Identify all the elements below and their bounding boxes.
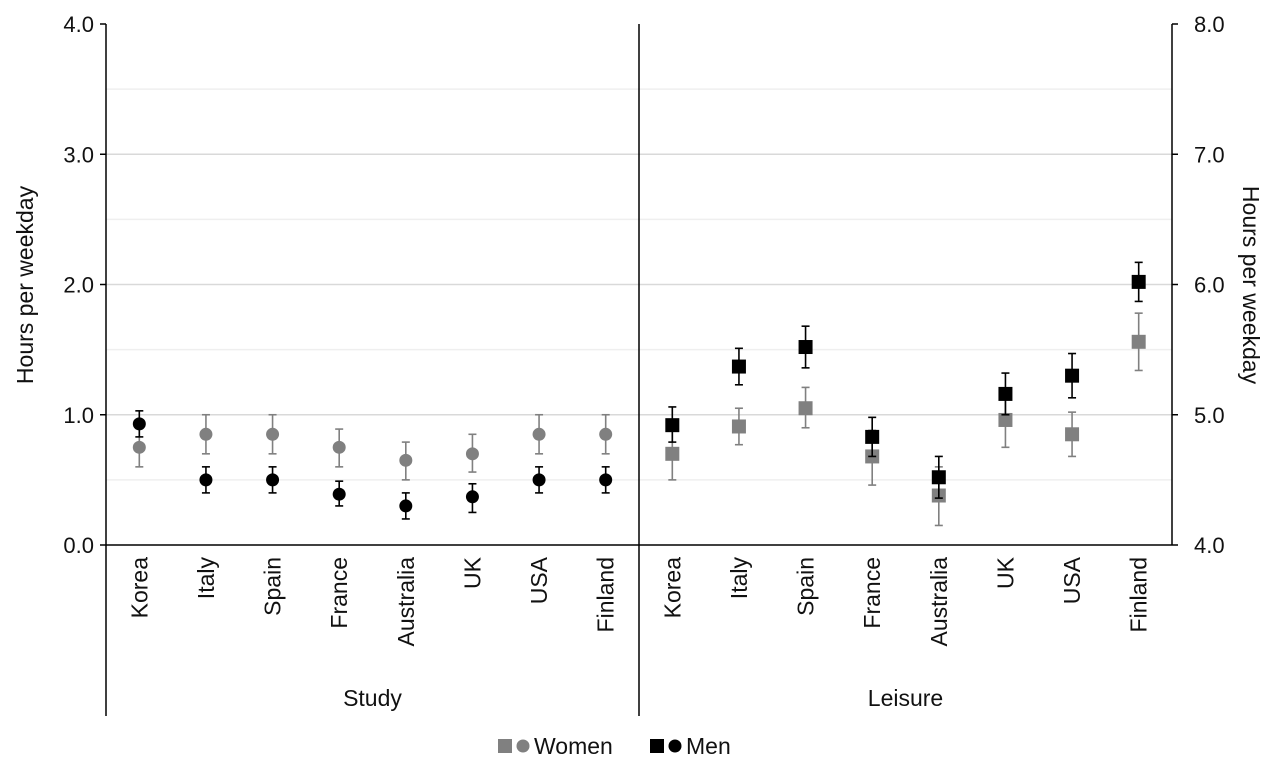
- x-category-label: Korea: [659, 557, 685, 619]
- y-axis-left-title: Hours per weekday: [12, 185, 38, 384]
- data-point-men: [731, 359, 746, 374]
- y-right-tick-label: 6.0: [1194, 273, 1225, 298]
- data-point-women: [998, 412, 1013, 427]
- x-group-label-study: Study: [343, 685, 402, 711]
- x-category-label: Australia: [393, 557, 419, 647]
- y-left-tick-label: 0.0: [63, 533, 94, 558]
- data-point-women: [132, 440, 146, 454]
- data-marks: [132, 261, 1146, 527]
- data-point-men: [998, 386, 1013, 401]
- x-category-label: Spain: [793, 557, 819, 616]
- x-category-label: USA: [1059, 556, 1085, 604]
- axis-labels: 0.0 1.0 2.0 3.0 4.0 4.0 5.0 6.0 7.0 8.0 Korea Italy…: [63, 12, 1224, 711]
- data-point-men: [465, 490, 479, 504]
- data-point-women: [199, 427, 213, 441]
- data-point-women: [266, 427, 280, 441]
- data-point-women: [532, 427, 546, 441]
- y-left-tick-label: 4.0: [63, 12, 94, 37]
- data-point-men: [332, 487, 346, 501]
- data-point-women: [1065, 427, 1080, 442]
- data-point-women: [798, 401, 813, 416]
- y-right-tick-label: 8.0: [1194, 12, 1225, 37]
- data-point-women: [731, 419, 746, 434]
- legend-label-men: Men: [686, 733, 731, 758]
- x-category-label: Italy: [193, 557, 219, 600]
- data-point-women: [1131, 334, 1146, 349]
- x-category-label: Korea: [126, 557, 152, 619]
- legend: Women Men: [498, 733, 731, 759]
- x-category-label: Finland: [593, 557, 619, 632]
- y-left-tick-label: 2.0: [63, 273, 94, 298]
- data-point-men: [532, 473, 546, 487]
- x-category-label: UK: [992, 556, 1018, 589]
- y-left-tick-label: 1.0: [63, 403, 94, 428]
- x-category-label: USA: [526, 556, 552, 604]
- x-category-label: Australia: [926, 557, 952, 647]
- y-axis-right-title: Hours per weekday: [1238, 186, 1264, 385]
- y-right-tick-label: 5.0: [1194, 403, 1225, 428]
- data-point-men: [199, 473, 213, 487]
- x-category-label: Italy: [726, 557, 752, 600]
- data-point-women: [465, 447, 479, 461]
- legend-circle-icon-women: [516, 739, 530, 753]
- legend-circle-icon-men: [668, 739, 682, 753]
- legend-label-women: Women: [534, 733, 613, 758]
- data-point-men: [399, 499, 413, 513]
- x-category-label: Finland: [1126, 557, 1152, 632]
- data-point-men: [798, 340, 813, 355]
- data-point-women: [332, 440, 346, 454]
- y-right-tick-label: 4.0: [1194, 533, 1225, 558]
- legend-square-icon-men: [650, 739, 664, 753]
- data-point-men: [865, 429, 880, 444]
- y-right-tick-label: 7.0: [1194, 142, 1225, 167]
- legend-square-icon-women: [498, 739, 512, 753]
- y-left-tick-label: 3.0: [63, 142, 94, 167]
- x-category-label: UK: [459, 556, 485, 589]
- data-point-women: [665, 446, 680, 461]
- data-point-men: [665, 418, 680, 433]
- x-category-label: France: [859, 557, 885, 629]
- axes: [100, 23, 1178, 716]
- x-category-label: Spain: [260, 557, 286, 616]
- data-point-women: [399, 453, 413, 467]
- data-point-men: [599, 473, 613, 487]
- data-point-men: [1131, 274, 1146, 289]
- data-point-women: [599, 427, 613, 441]
- data-point-men: [266, 473, 280, 487]
- data-point-men: [1065, 368, 1080, 383]
- data-point-men: [931, 470, 946, 485]
- x-group-label-leisure: Leisure: [868, 685, 943, 711]
- x-category-label: France: [326, 557, 352, 629]
- data-point-men: [132, 417, 146, 431]
